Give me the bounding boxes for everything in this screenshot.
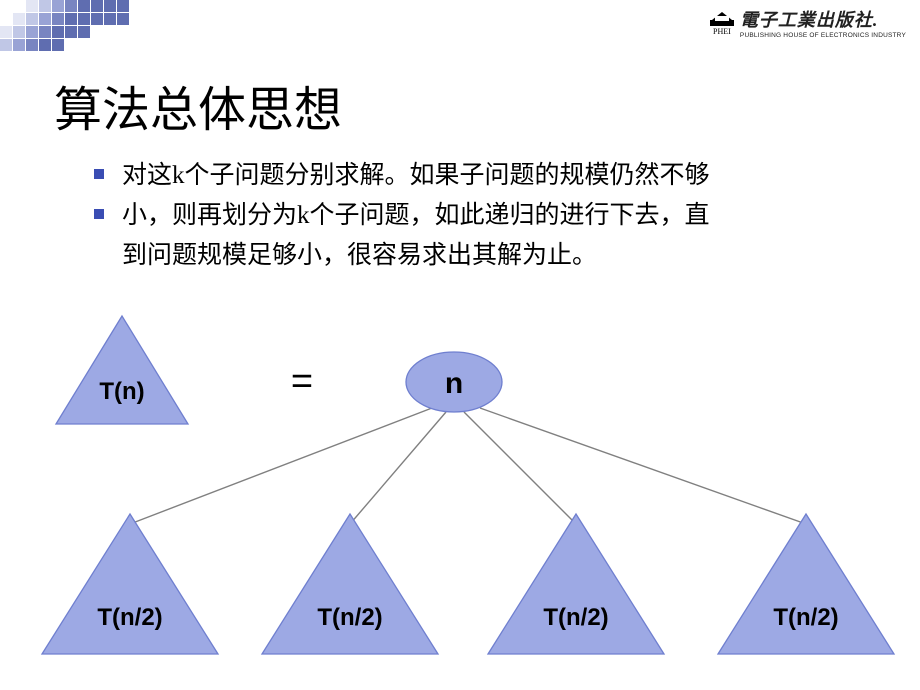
bullet-text: 小，则再划分为k个子问题，如此递归的进行下去，直 [122,198,710,234]
publisher-name: 電子工業出版社. [740,6,879,32]
corner-decoration [0,0,140,52]
publisher-block: PHEI 電子工業出版社. PUBLISHING HOUSE OF ELECTR… [710,6,906,39]
diagram-label: T(n/2) [773,604,838,632]
publisher-logo-label: PHEI [713,28,731,36]
bullet-icon [94,169,104,179]
publisher-subtitle: PUBLISHING HOUSE OF ELECTRONICS INDUSTRY [740,32,906,39]
slide-title: 算法总体思想 [54,70,342,140]
publisher-logo-icon: PHEI [710,10,734,36]
diagram-label: n [445,367,463,401]
bullet-continuation: 到问题规模足够小，很容易求出其解为止。 [94,238,854,274]
diagram-label: T(n) [99,378,144,406]
diagram-label: T(n/2) [317,604,382,632]
bullet-list: 对这k个子问题分别求解。如果子问题的规模仍然不够 小，则再划分为k个子问题，如此… [94,158,854,278]
bullet-item: 对这k个子问题分别求解。如果子问题的规模仍然不够 [94,158,854,194]
diagram-label: T(n/2) [97,604,162,632]
publisher-text: 電子工業出版社. PUBLISHING HOUSE OF ELECTRONICS… [740,6,906,39]
bullet-text: 对这k个子问题分别求解。如果子问题的规模仍然不够 [122,158,710,194]
bullet-icon [94,209,104,219]
equals-sign: = [291,361,313,404]
bullet-item: 小，则再划分为k个子问题，如此递归的进行下去，直 [94,198,854,234]
bullet-text: 到问题规模足够小，很容易求出其解为止。 [122,238,597,274]
diagram-label: T(n/2) [543,604,608,632]
